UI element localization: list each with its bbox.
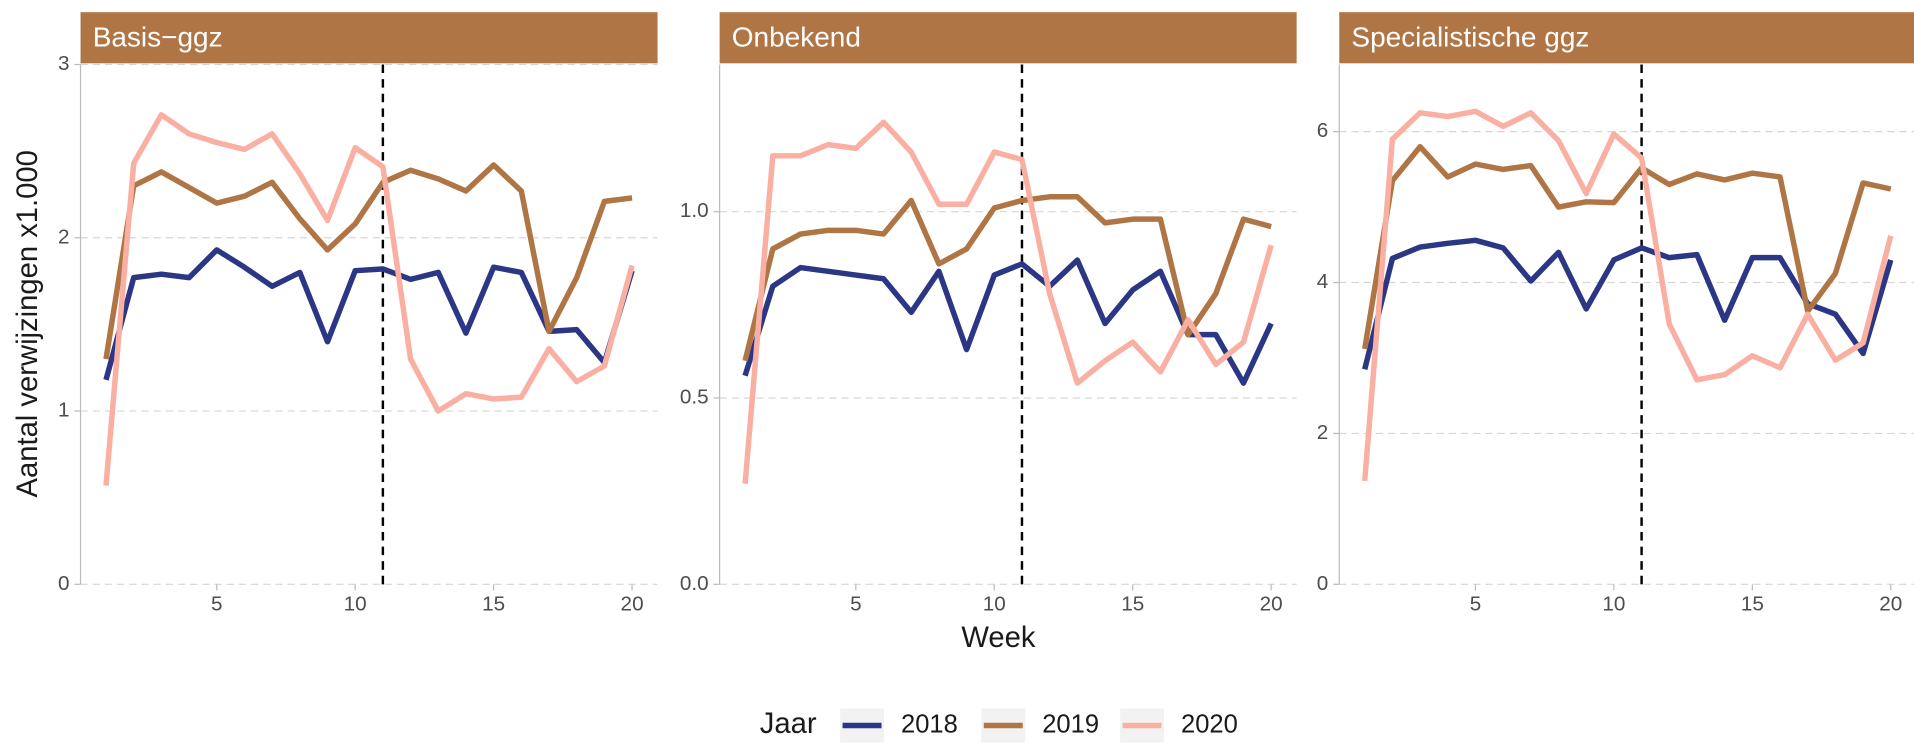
y-tick-label: 2 bbox=[1317, 421, 1329, 444]
y-tick-label: 0 bbox=[58, 572, 70, 595]
y-axis-label: Aantal verwijzingen x1.000 bbox=[12, 150, 44, 497]
x-tick-label: 5 bbox=[850, 592, 862, 615]
panel-title: Basis−ggz bbox=[93, 21, 223, 52]
series-line bbox=[103, 112, 635, 486]
y-tick-label: 0 bbox=[1317, 572, 1329, 595]
legend-label: 2018 bbox=[901, 710, 958, 738]
series-line bbox=[742, 119, 1274, 484]
strip bbox=[719, 12, 1297, 64]
series-line bbox=[103, 247, 635, 381]
x-tick-label: 5 bbox=[1470, 592, 1482, 615]
series-line bbox=[1361, 108, 1894, 482]
y-tick-label: 4 bbox=[1317, 270, 1329, 293]
x-tick-label: 10 bbox=[1602, 592, 1625, 615]
legend-title: Jaar bbox=[760, 708, 817, 740]
series-line bbox=[742, 194, 1272, 362]
x-tick-label: 15 bbox=[482, 592, 505, 615]
y-tick-label: 2 bbox=[58, 225, 70, 248]
x-tick-label: 5 bbox=[211, 592, 223, 615]
x-tick-label: 20 bbox=[1260, 592, 1283, 615]
y-tick-label: 0.5 bbox=[680, 385, 709, 408]
series-line bbox=[103, 162, 633, 360]
legend-label: 2020 bbox=[1181, 710, 1238, 738]
series-line bbox=[1362, 144, 1892, 350]
y-tick-label: 1 bbox=[58, 399, 70, 422]
x-tick-label: 20 bbox=[1879, 592, 1902, 615]
y-tick-label: 1.0 bbox=[680, 199, 709, 222]
panel-title: Onbekend bbox=[732, 21, 861, 52]
panel-title: Specialistische ggz bbox=[1351, 21, 1589, 52]
x-axis-label: Week bbox=[961, 622, 1036, 654]
x-tick-label: 15 bbox=[1121, 592, 1144, 615]
y-tick-label: 6 bbox=[1317, 119, 1329, 142]
x-tick-label: 20 bbox=[621, 592, 644, 615]
x-tick-label: 10 bbox=[983, 592, 1006, 615]
legend-label: 2019 bbox=[1042, 710, 1099, 738]
x-tick-label: 10 bbox=[344, 592, 367, 615]
y-tick-label: 3 bbox=[58, 52, 70, 75]
y-tick-label: 0.0 bbox=[680, 572, 709, 595]
strip bbox=[1339, 12, 1914, 64]
strip bbox=[80, 12, 658, 64]
x-tick-label: 15 bbox=[1741, 592, 1764, 615]
